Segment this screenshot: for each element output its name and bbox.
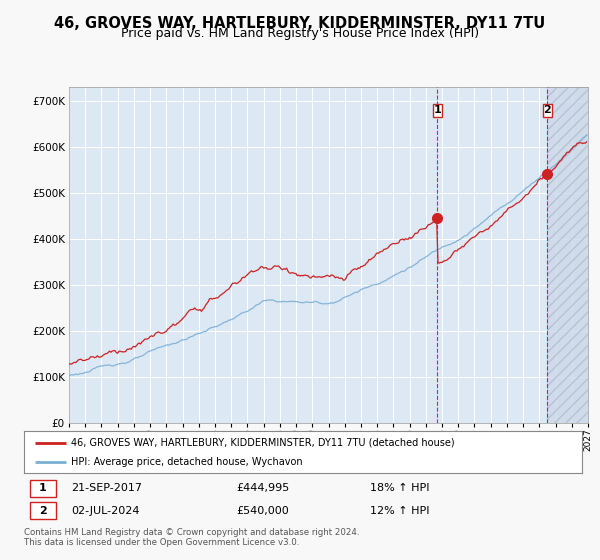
Text: £540,000: £540,000	[236, 506, 289, 516]
Text: £444,995: £444,995	[236, 483, 289, 493]
Text: 2: 2	[39, 506, 47, 516]
Text: HPI: Average price, detached house, Wychavon: HPI: Average price, detached house, Wych…	[71, 457, 303, 467]
Text: 2: 2	[544, 105, 551, 115]
FancyBboxPatch shape	[433, 104, 442, 117]
Text: 02-JUL-2024: 02-JUL-2024	[71, 506, 140, 516]
Text: 1: 1	[39, 483, 47, 493]
Text: 12% ↑ HPI: 12% ↑ HPI	[370, 506, 430, 516]
Text: Price paid vs. HM Land Registry's House Price Index (HPI): Price paid vs. HM Land Registry's House …	[121, 27, 479, 40]
Bar	[547, 87, 588, 423]
Text: 18% ↑ HPI: 18% ↑ HPI	[370, 483, 430, 493]
Text: 46, GROVES WAY, HARTLEBURY, KIDDERMINSTER, DY11 7TU: 46, GROVES WAY, HARTLEBURY, KIDDERMINSTE…	[55, 16, 545, 31]
FancyBboxPatch shape	[543, 104, 552, 117]
FancyBboxPatch shape	[29, 502, 56, 519]
Text: 1: 1	[434, 105, 442, 115]
Text: 21-SEP-2017: 21-SEP-2017	[71, 483, 142, 493]
Text: 46, GROVES WAY, HARTLEBURY, KIDDERMINSTER, DY11 7TU (detached house): 46, GROVES WAY, HARTLEBURY, KIDDERMINSTE…	[71, 437, 455, 447]
Text: Contains HM Land Registry data © Crown copyright and database right 2024.
This d: Contains HM Land Registry data © Crown c…	[24, 528, 359, 547]
FancyBboxPatch shape	[29, 479, 56, 497]
